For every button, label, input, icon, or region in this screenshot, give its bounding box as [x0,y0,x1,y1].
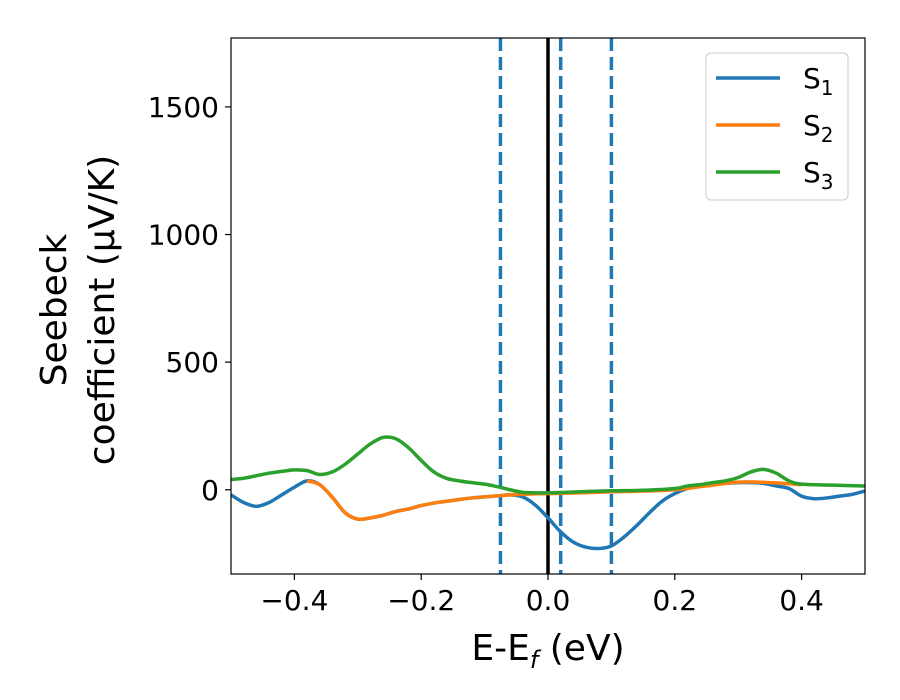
x-tick-label: 0.2 [653,584,698,617]
series-line-s2 [306,479,802,522]
legend: S1 S2 S3 [705,52,849,201]
x-tick-label: −0.2 [387,584,455,617]
x-tick-label: 0.4 [779,584,824,617]
x-tick-label: 0.0 [526,584,571,617]
y-tick-label: 1000 [148,219,219,252]
y-axis-label: Seebeck coefficient (μV/K) [34,155,123,465]
x-tick-label: −0.4 [260,584,328,617]
y-axis-label-line1: Seebeck [34,233,75,386]
y-tick-label: 500 [166,346,219,379]
series-line-s3 [231,435,865,495]
legend-label-s2: S2 [803,109,834,147]
x-axis: −0.4 −0.2 0.0 0.2 0.4 [260,574,824,617]
reference-lines [498,38,614,574]
y-tick-label: 1500 [148,91,219,124]
legend-label-s3: S3 [803,156,834,194]
x-axis-label: E-Ef (eV) [471,628,624,674]
y-axis: 0 500 1000 1500 [148,91,231,507]
legend-label-s1: S1 [803,62,834,100]
y-axis-label-line2: coefficient (μV/K) [82,155,123,465]
series-layer [231,435,865,551]
y-tick-label: 0 [201,474,219,507]
